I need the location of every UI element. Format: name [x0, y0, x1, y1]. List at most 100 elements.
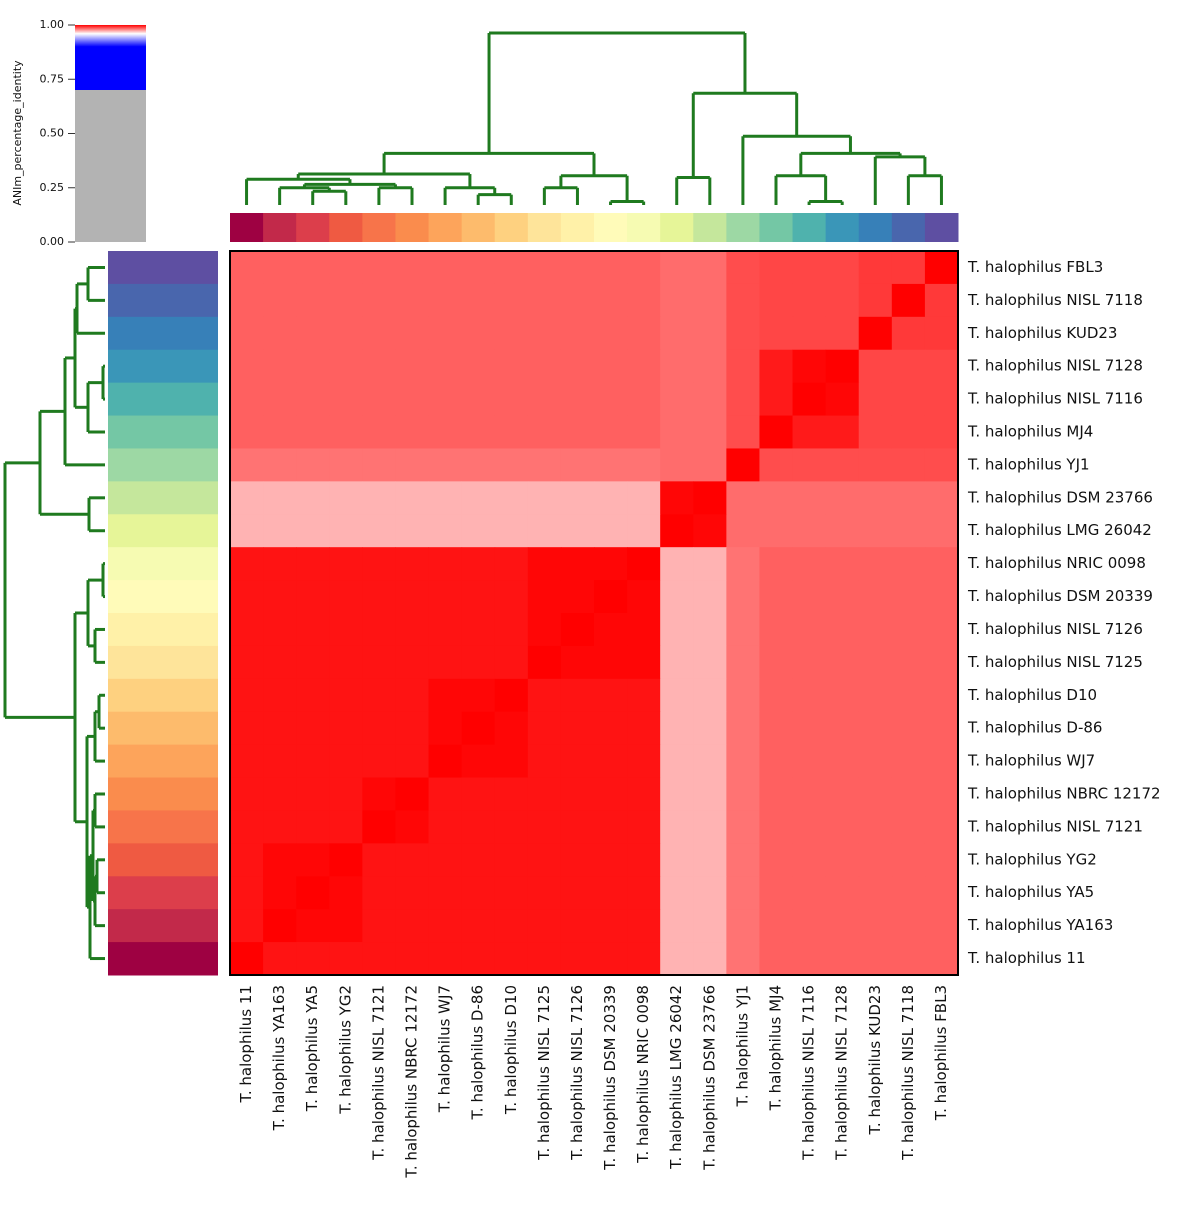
row-label: T. halophilus NISL 7121: [967, 817, 1143, 835]
heatmap-cell: [296, 942, 330, 976]
column-label: T. halophilus YG2: [336, 985, 354, 1115]
heatmap-cell: [461, 580, 496, 614]
heatmap-cell: [560, 909, 595, 943]
heatmap-cell: [594, 514, 628, 548]
heatmap-cell: [362, 678, 396, 713]
heatmap-cell: [329, 514, 363, 548]
row-color: [108, 942, 218, 976]
heatmap-cell: [594, 283, 628, 318]
heatmap-cell: [296, 415, 330, 449]
heatmap-cell: [858, 448, 893, 482]
heatmap-cell: [230, 876, 264, 910]
column-color: [825, 213, 860, 242]
column-color: [296, 213, 330, 242]
heatmap-cell: [924, 316, 959, 351]
heatmap-cell: [825, 744, 860, 779]
heatmap-cell: [627, 580, 661, 614]
heatmap-cell: [825, 843, 860, 877]
heatmap-cell: [627, 843, 661, 877]
row-label: T. halophilus NISL 7118: [967, 291, 1143, 309]
heatmap-cell: [759, 514, 794, 548]
heatmap-cell: [759, 810, 794, 844]
heatmap-cell: [329, 547, 363, 581]
heatmap-cell: [428, 316, 463, 351]
heatmap-cell: [230, 382, 264, 417]
heatmap-cell: [428, 415, 463, 449]
column-label: T. halophilus 11: [237, 985, 255, 1104]
row-label: T. halophilus NISL 7128: [967, 357, 1143, 375]
row-label: T. halophilus WJ7: [967, 752, 1095, 770]
column-color: [494, 213, 529, 242]
heatmap-cell: [891, 678, 926, 713]
row-color: [108, 580, 218, 614]
heatmap-cell: [759, 481, 794, 515]
heatmap-cell: [527, 876, 562, 910]
heatmap-cell: [693, 810, 727, 844]
heatmap-cell: [461, 613, 496, 647]
row-color: [108, 744, 218, 779]
heatmap-cell: [263, 810, 297, 844]
heatmap-cell: [891, 251, 926, 285]
heatmap-cell: [627, 711, 661, 746]
heatmap-cell: [263, 283, 297, 318]
heatmap-cell: [858, 909, 893, 943]
heatmap-cell: [759, 316, 794, 351]
column-label: T. halophilus MJ4: [767, 985, 785, 1111]
heatmap-cell: [263, 316, 297, 351]
heatmap-cell: [461, 382, 496, 417]
column-color: [924, 213, 959, 242]
heatmap-cell: [924, 283, 959, 318]
column-label: T. halophilus YA163: [270, 985, 288, 1131]
heatmap-cell: [329, 316, 363, 351]
colorbar-label: ANIm_percentage_identity: [11, 60, 24, 206]
heatmap-cell: [494, 415, 529, 449]
heatmap-cell: [858, 942, 893, 976]
heatmap-cell: [560, 711, 595, 746]
heatmap-cell: [527, 810, 562, 844]
heatmap-cell: [594, 382, 628, 417]
heatmap-cell: [560, 316, 595, 351]
heatmap-cell: [594, 876, 628, 910]
heatmap-cell: [428, 876, 463, 910]
heatmap-cell: [825, 481, 860, 515]
heatmap-cell: [428, 251, 463, 285]
heatmap-cell: [329, 580, 363, 614]
heatmap-cell: [858, 678, 893, 713]
heatmap-cell: [395, 251, 430, 285]
heatmap-cell: [230, 613, 264, 647]
heatmap-cell: [627, 613, 661, 647]
heatmap-cell: [329, 645, 363, 680]
row-label: T. halophilus YG2: [967, 850, 1097, 868]
heatmap-cell: [726, 942, 760, 976]
heatmap-cell: [693, 909, 727, 943]
colorbar-tick-label: 0.75: [40, 72, 65, 85]
heatmap-cell: [263, 481, 297, 515]
heatmap-cell: [329, 678, 363, 713]
heatmap-cell: [627, 876, 661, 910]
heatmap-cell: [494, 876, 529, 910]
column-label: T. halophilus D-86: [469, 985, 487, 1120]
heatmap-cell: [726, 810, 760, 844]
heatmap-cell: [263, 711, 297, 746]
heatmap-cell: [594, 909, 628, 943]
heatmap-cell: [924, 514, 959, 548]
heatmap-cell: [726, 843, 760, 877]
heatmap-cell: [428, 283, 463, 318]
heatmap-cell: [660, 415, 694, 449]
heatmap-cell: [891, 415, 926, 449]
heatmap-cell: [693, 777, 727, 811]
heatmap-cell: [461, 744, 496, 779]
heatmap-cell: [428, 547, 463, 581]
heatmap-cell: [230, 843, 264, 877]
heatmap-cell: [858, 744, 893, 779]
heatmap-cell: [924, 810, 959, 844]
heatmap-cell: [560, 843, 595, 877]
heatmap-cell: [494, 448, 529, 482]
heatmap-cell: [660, 843, 694, 877]
heatmap-cell: [627, 283, 661, 318]
column-color: [329, 213, 363, 242]
heatmap-cell: [494, 316, 529, 351]
colorbar-tick-label: 0.00: [40, 235, 65, 248]
heatmap-cell: [759, 942, 794, 976]
column-color: [759, 213, 794, 242]
